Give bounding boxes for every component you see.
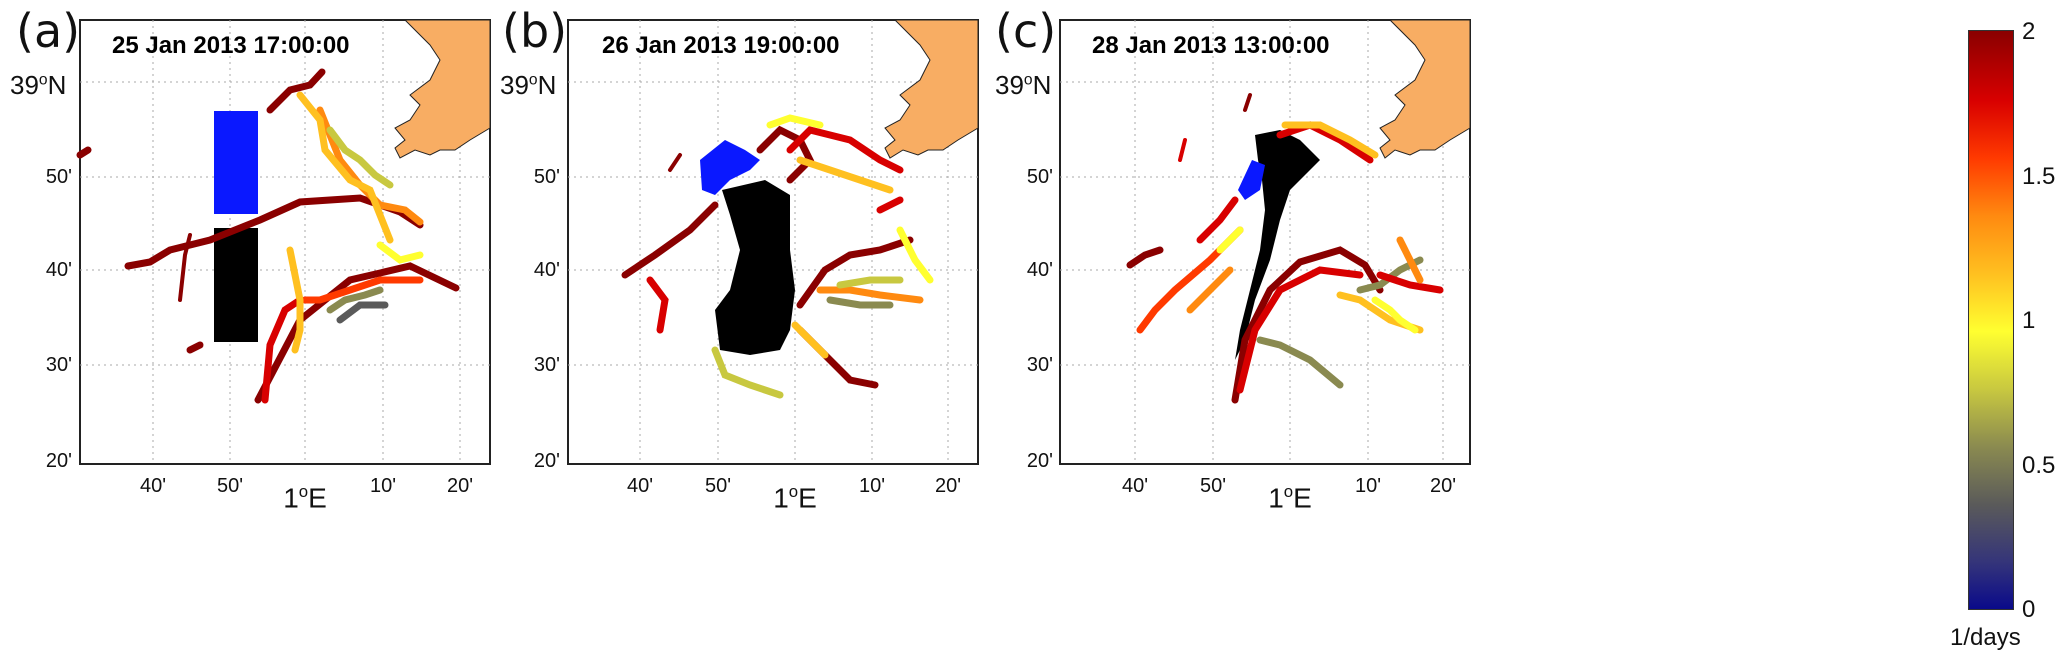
map-b bbox=[567, 19, 979, 465]
x-tick-10: 10' bbox=[369, 475, 397, 497]
x-tick-20: 20' bbox=[446, 475, 474, 497]
y-tick-40: 40' bbox=[45, 259, 72, 281]
y-tick-50: 50' bbox=[45, 166, 72, 188]
x-tick-20: 20' bbox=[934, 475, 962, 497]
x-tick-10: 10' bbox=[858, 475, 886, 497]
x-center-label: 1oE bbox=[773, 482, 817, 514]
y-tick-30: 30' bbox=[533, 354, 560, 376]
panel-b: (b) 26 Jan 2013 19:00:00 39oN 50' 40' 30… bbox=[490, 0, 1150, 670]
y-tick-30: 30' bbox=[45, 354, 72, 376]
x-tick-20: 20' bbox=[1429, 475, 1457, 497]
x-tick-40: 40' bbox=[626, 475, 654, 497]
initial-black-region bbox=[715, 180, 795, 355]
colorbar-unit: 1/days bbox=[1950, 624, 2021, 651]
colorbar-tick-1-5: 1.5 bbox=[2022, 163, 2056, 190]
x-center-label: 1oE bbox=[1268, 482, 1312, 514]
colorbar-tick-2: 2 bbox=[2022, 18, 2036, 45]
timestamp: 26 Jan 2013 19:00:00 bbox=[602, 32, 840, 59]
y-top-label: 39oN bbox=[500, 70, 557, 100]
panel-label: (a) bbox=[16, 4, 81, 58]
timestamp: 28 Jan 2013 13:00:00 bbox=[1092, 32, 1330, 59]
land bbox=[884, 19, 979, 159]
x-center-label: 1oE bbox=[283, 482, 327, 514]
land bbox=[394, 19, 491, 159]
y-tick-40: 40' bbox=[1026, 259, 1053, 281]
y-tick-20: 20' bbox=[1026, 450, 1053, 472]
timestamp: 25 Jan 2013 17:00:00 bbox=[112, 32, 350, 59]
panel-label: (b) bbox=[502, 4, 568, 58]
colorbar-tick-0-5: 0.5 bbox=[2022, 452, 2056, 479]
y-tick-30: 30' bbox=[1026, 354, 1053, 376]
map-c bbox=[1059, 19, 1471, 465]
colorbar bbox=[1968, 30, 2014, 610]
y-tick-50: 50' bbox=[533, 166, 560, 188]
colorbar-tick-0: 0 bbox=[2022, 596, 2036, 623]
x-tick-40: 40' bbox=[1121, 475, 1149, 497]
y-tick-20: 20' bbox=[533, 450, 560, 472]
colorbar-tick-1: 1 bbox=[2022, 307, 2036, 334]
y-tick-50: 50' bbox=[1026, 166, 1053, 188]
x-tick-50: 50' bbox=[216, 475, 244, 497]
x-tick-10: 10' bbox=[1354, 475, 1382, 497]
initial-blue-region bbox=[1238, 160, 1265, 200]
panel-c: (c) 28 Jan 2013 13:00:00 39oN 50' 40' 30… bbox=[980, 0, 1640, 670]
x-tick-50: 50' bbox=[1199, 475, 1227, 497]
y-tick-40: 40' bbox=[533, 259, 560, 281]
y-top-label: 39oN bbox=[995, 70, 1052, 100]
map-a bbox=[76, 19, 491, 465]
initial-black-region bbox=[214, 228, 258, 342]
panel-label: (c) bbox=[995, 4, 1057, 58]
x-tick-40: 40' bbox=[139, 475, 167, 497]
x-tick-50: 50' bbox=[704, 475, 732, 497]
y-tick-20: 20' bbox=[45, 450, 72, 472]
initial-blue-region bbox=[700, 140, 760, 195]
initial-blue-region bbox=[214, 111, 258, 214]
land bbox=[1379, 19, 1471, 159]
panel-a: (a) 25 Jan 2013 17:00:00 39oN 50' 40' 30… bbox=[0, 0, 660, 670]
y-top-label: 39oN bbox=[10, 70, 67, 100]
